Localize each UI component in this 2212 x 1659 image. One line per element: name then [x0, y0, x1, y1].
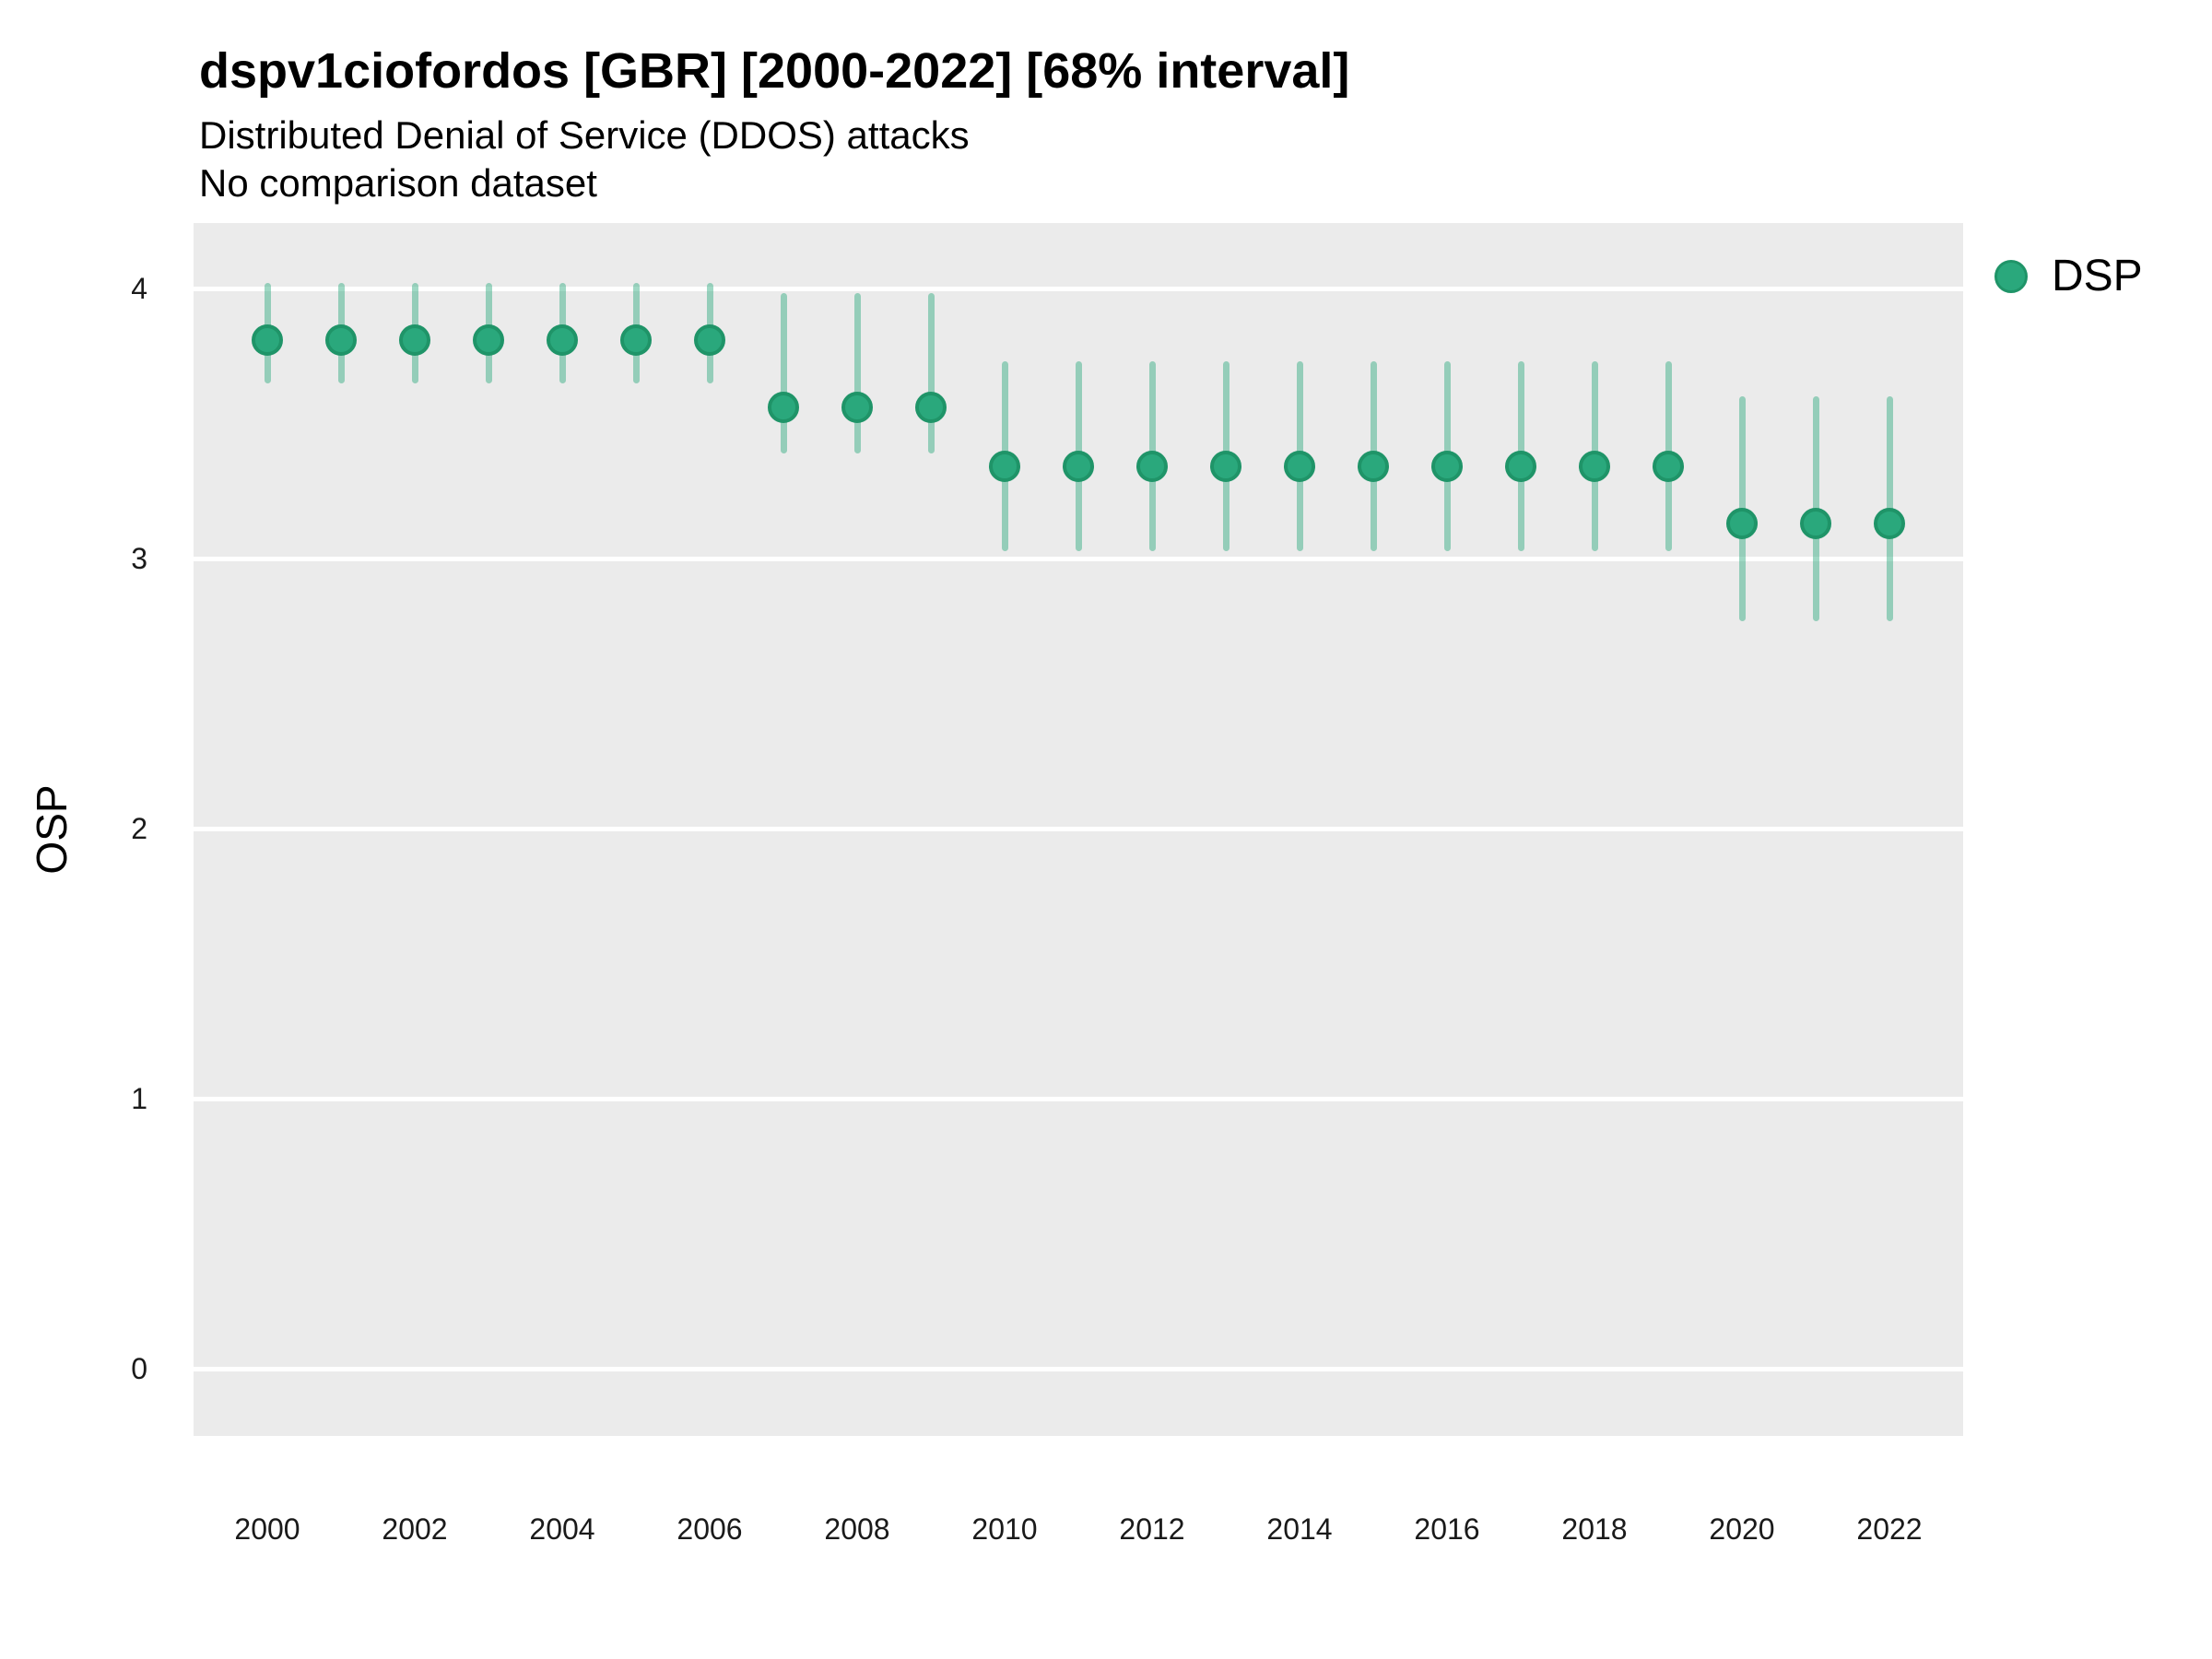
point-marker-2011 [1063, 451, 1094, 483]
interval-bar-2009 [927, 293, 935, 454]
point-marker-2008 [841, 391, 873, 423]
x-tick-label-2022: 2022 [1856, 1512, 1923, 1546]
point-marker-2022 [1874, 507, 1905, 539]
y-tick-label-2: 2 [131, 812, 147, 845]
x-tick-label-2010: 2010 [971, 1512, 1038, 1546]
chart-subtitle: Distributed Denial of Service (DDOS) att… [199, 113, 970, 157]
x-tick-label-2020: 2020 [1709, 1512, 1775, 1546]
point-marker-2005 [620, 324, 652, 356]
point-marker-2012 [1136, 451, 1168, 483]
x-tick-label-2002: 2002 [382, 1512, 448, 1546]
y-tick-label-4: 4 [131, 272, 147, 305]
interval-bar-2008 [853, 293, 861, 454]
y-tick-label-3: 3 [131, 542, 147, 575]
x-tick-label-2012: 2012 [1119, 1512, 1185, 1546]
point-marker-2006 [694, 324, 725, 356]
chart-title: dspv1ciofordos [GBR] [2000-2022] [68% in… [199, 43, 1350, 99]
point-marker-2004 [547, 324, 578, 356]
x-tick-label-2018: 2018 [1561, 1512, 1628, 1546]
point-marker-2018 [1579, 451, 1610, 483]
legend-series-label: DSP [2052, 252, 2143, 300]
interval-bar-2007 [780, 293, 787, 454]
point-marker-2013 [1210, 451, 1241, 483]
point-marker-2021 [1800, 507, 1831, 539]
plot-panel [194, 223, 1963, 1436]
point-marker-2000 [252, 324, 283, 356]
point-marker-2009 [915, 391, 947, 423]
gridline-y-1 [194, 1096, 1963, 1101]
x-tick-label-2008: 2008 [824, 1512, 890, 1546]
gridline-y-4 [194, 286, 1963, 291]
point-marker-2001 [325, 324, 357, 356]
x-tick-label-2004: 2004 [529, 1512, 595, 1546]
point-marker-2015 [1358, 451, 1389, 483]
comparison-note: No comparison dataset [199, 161, 597, 205]
point-marker-2003 [473, 324, 504, 356]
y-tick-label-0: 0 [131, 1352, 147, 1385]
point-marker-2016 [1431, 451, 1463, 483]
point-marker-2017 [1505, 451, 1536, 483]
point-marker-2007 [768, 391, 799, 423]
x-tick-label-2014: 2014 [1266, 1512, 1333, 1546]
x-tick-label-2006: 2006 [677, 1512, 743, 1546]
gridline-y-0 [194, 1366, 1963, 1371]
gridline-y-2 [194, 826, 1963, 831]
legend-point-icon [1994, 260, 2028, 293]
gridline-y-3 [194, 556, 1963, 561]
y-tick-label-1: 1 [131, 1082, 147, 1115]
point-marker-2019 [1653, 451, 1684, 483]
x-tick-label-2000: 2000 [234, 1512, 300, 1546]
point-marker-2014 [1284, 451, 1315, 483]
point-marker-2010 [989, 451, 1020, 483]
x-tick-label-2016: 2016 [1414, 1512, 1480, 1546]
point-marker-2002 [399, 324, 430, 356]
point-marker-2020 [1726, 507, 1758, 539]
